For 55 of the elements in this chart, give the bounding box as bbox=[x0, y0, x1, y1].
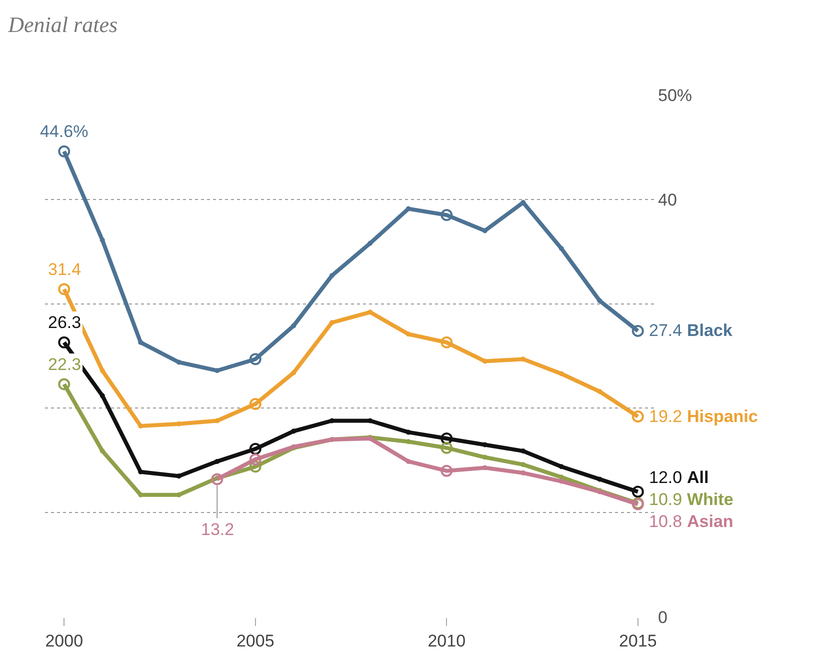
point bbox=[597, 298, 602, 304]
point bbox=[214, 458, 220, 464]
point bbox=[329, 273, 334, 278]
y-tick-label: 40 bbox=[658, 190, 677, 210]
point bbox=[482, 228, 488, 234]
point bbox=[291, 323, 296, 328]
data-label: 12.0 bbox=[649, 468, 682, 487]
point bbox=[406, 458, 411, 464]
data-label: 13.2 bbox=[201, 520, 234, 539]
point bbox=[100, 393, 105, 398]
point bbox=[100, 448, 105, 454]
text: Black bbox=[687, 321, 733, 340]
x-tick-label: 2005 bbox=[236, 631, 274, 650]
text: Hispanic bbox=[687, 407, 758, 426]
data-label: 10.8 bbox=[649, 512, 682, 531]
point bbox=[291, 370, 296, 376]
point bbox=[558, 371, 564, 376]
point bbox=[176, 360, 182, 365]
point bbox=[597, 476, 602, 482]
text: Asian bbox=[687, 512, 734, 531]
data-label: 31.4 bbox=[48, 260, 82, 279]
point bbox=[406, 206, 411, 212]
data-label: 22.3 bbox=[48, 355, 82, 374]
point bbox=[558, 246, 564, 251]
point bbox=[368, 310, 373, 315]
x-tick-label: 2010 bbox=[428, 631, 466, 650]
text: White bbox=[687, 490, 734, 509]
point bbox=[482, 454, 488, 460]
point bbox=[291, 428, 296, 434]
data-label: 19.2 bbox=[649, 407, 682, 426]
point bbox=[138, 340, 144, 345]
point bbox=[100, 238, 105, 243]
text: All bbox=[687, 468, 709, 487]
data-label: 26.3 bbox=[48, 313, 82, 332]
data-label: 10.9 bbox=[649, 490, 682, 509]
point bbox=[100, 368, 105, 374]
x-tick-label: 2015 bbox=[618, 631, 657, 650]
x-tick-label: 2000 bbox=[45, 631, 84, 650]
y-tick-label: 0 bbox=[658, 608, 668, 627]
data-label: 44.6% bbox=[40, 122, 88, 141]
point bbox=[520, 448, 526, 454]
point bbox=[214, 368, 220, 374]
y-tick-label: 50% bbox=[658, 86, 692, 105]
point bbox=[597, 389, 602, 394]
data-label: 27.4 bbox=[649, 321, 682, 340]
point bbox=[520, 356, 526, 362]
point bbox=[406, 332, 411, 337]
point bbox=[329, 320, 334, 326]
point bbox=[406, 430, 411, 435]
point bbox=[520, 470, 526, 476]
point bbox=[520, 462, 526, 468]
point bbox=[558, 478, 564, 484]
chart-title: Denial rates bbox=[7, 12, 118, 37]
point bbox=[558, 464, 564, 470]
point bbox=[368, 240, 373, 246]
